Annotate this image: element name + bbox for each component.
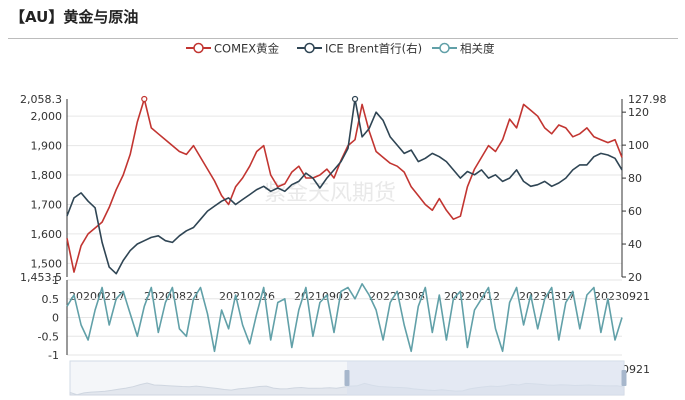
top-x-tick-labels: 20200217 20200821 20210226 20210902 20220308… (69, 290, 650, 303)
top-left-axis: 1,500 1,600 1,700 1,800 1,900 2,000 2,058.3 1,4… (20, 93, 68, 284)
left-y-tick-label: 1,500 (31, 257, 63, 270)
right-y-tick-label: 20 (628, 271, 642, 284)
legend-item-comex[interactable]: COMEX黄金 (186, 42, 280, 56)
left-y-tick-label: 1,700 (31, 198, 63, 211)
top-x-tick-label: 20200821 (144, 290, 200, 303)
legend-label-correlation: 相关度 (460, 42, 495, 56)
comex-gold-line (66, 98, 623, 273)
right-y-tick-label: 60 (628, 205, 642, 218)
top-x-tick-label: 20210226 (219, 290, 275, 303)
brent-max-point (351, 95, 359, 103)
legend: COMEX黄金 ICE Brent首行(右) 相关度 (186, 42, 495, 56)
zoom-slider-handle-left[interactable] (344, 370, 350, 386)
legend-label-brent: ICE Brent首行(右) (325, 42, 422, 56)
legend-label-comex: COMEX黄金 (214, 42, 280, 56)
page-title: 【AU】黄金与原油 (10, 8, 139, 26)
top-gridlines (67, 115, 622, 264)
bottom-y-tick-label: 0 (52, 312, 59, 325)
zoom-slider-handle-right[interactable] (621, 370, 627, 386)
bottom-y-axis: 1 0.5 0 -0.5 -1 (38, 274, 68, 362)
title-divider (8, 38, 678, 39)
bottom-gridlines (67, 279, 622, 356)
top-series (66, 95, 623, 275)
bottom-y-tick-label: -0.5 (38, 330, 59, 343)
top-x-tick-label: 20220308 (369, 290, 425, 303)
left-y-tick-label: 1,800 (31, 169, 63, 182)
left-y-tick-label: 1,600 (31, 228, 63, 241)
zoom-handle-left-grip (344, 370, 350, 386)
legend-item-brent[interactable]: ICE Brent首行(右) (297, 42, 422, 56)
correlation-line (66, 282, 623, 353)
right-y-max-label: 127.98 (628, 93, 667, 106)
right-y-tick-label: 120 (628, 106, 649, 119)
zoom-handle-right-grip (621, 370, 627, 386)
legend-marker-comex (193, 42, 204, 54)
bottom-y-tick-label: 1 (52, 274, 59, 287)
bottom-series (66, 282, 623, 353)
right-y-tick-label: 100 (628, 139, 649, 152)
legend-marker-brent (304, 42, 315, 54)
legend-item-correlation[interactable]: 相关度 (432, 42, 495, 56)
legend-marker-correlation (439, 42, 450, 54)
bottom-y-tick-label: 0.5 (42, 293, 60, 306)
top-x-tick-label: 20230921 (594, 290, 650, 303)
right-y-tick-label: 80 (628, 172, 642, 185)
left-y-tick-label: 1,900 (31, 140, 63, 153)
left-y-max-label: 2,058.3 (20, 93, 62, 106)
bottom-y-tick-label: -1 (48, 349, 59, 362)
zoom-slider[interactable] (69, 360, 627, 396)
zoom-slider-window[interactable] (347, 361, 624, 395)
comex-max-point (141, 95, 148, 103)
watermark-text: 紫金天风期货 (264, 181, 396, 206)
right-y-tick-label: 40 (628, 238, 642, 251)
left-y-min-label: 1,453.5 (20, 271, 62, 284)
left-y-tick-label: 2,000 (31, 110, 63, 123)
brent-oil-line (66, 98, 623, 275)
top-x-tick-label: 20200217 (69, 290, 125, 303)
